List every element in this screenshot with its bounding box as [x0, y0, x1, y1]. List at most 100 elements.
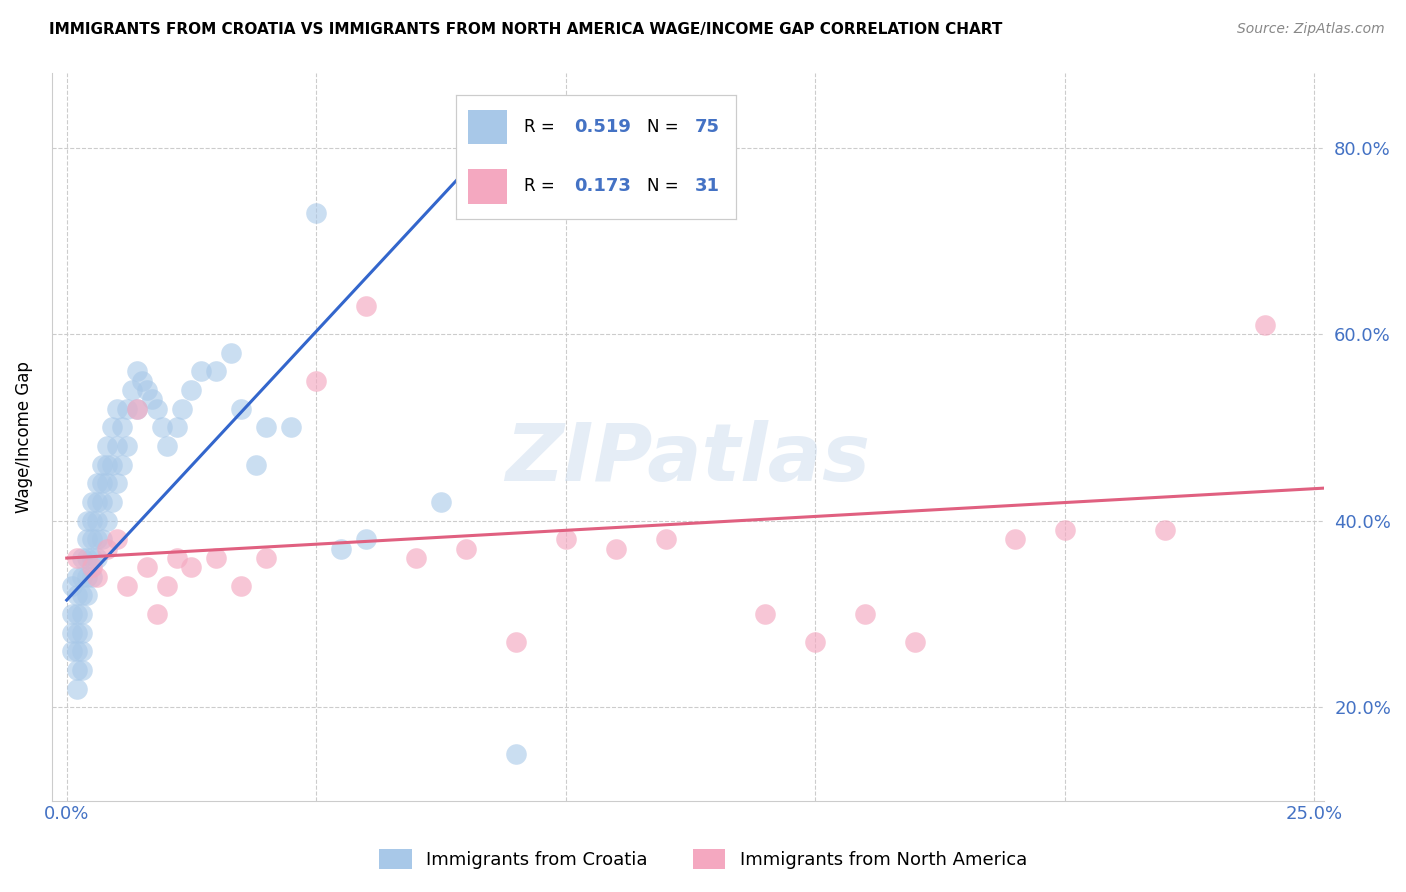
Point [150, 420, 173, 434]
Point [80, 533, 103, 547]
Point [100, 420, 122, 434]
Point [131, 374, 153, 388]
Point [70, 663, 93, 677]
Point [90, 495, 112, 509]
Point [70, 625, 93, 640]
Point [70, 644, 93, 658]
Point [1004, 533, 1026, 547]
Point [86, 533, 108, 547]
Point [70, 551, 93, 566]
Point [80, 514, 103, 528]
Point [66, 681, 89, 696]
Point [180, 383, 202, 397]
Point [853, 607, 876, 621]
Point [804, 635, 827, 649]
Point [96, 476, 118, 491]
Point [60, 579, 83, 593]
Point [100, 495, 122, 509]
Point [454, 541, 477, 556]
Point [180, 560, 202, 574]
Point [60, 644, 83, 658]
Point [205, 364, 228, 378]
Point [1253, 318, 1275, 332]
Point [86, 514, 108, 528]
Point [115, 579, 138, 593]
Point [605, 541, 627, 556]
Point [121, 383, 143, 397]
Point [754, 607, 776, 621]
Point [111, 458, 134, 472]
Point [90, 476, 112, 491]
Point [70, 570, 93, 584]
Point [205, 551, 228, 566]
Point [86, 551, 108, 566]
Point [60, 625, 83, 640]
Point [330, 541, 353, 556]
Point [66, 625, 89, 640]
Point [170, 401, 193, 416]
Point [135, 383, 157, 397]
Point [145, 607, 167, 621]
Point [66, 663, 89, 677]
Point [105, 439, 128, 453]
Point [105, 401, 128, 416]
Point [105, 533, 128, 547]
Point [96, 514, 118, 528]
Point [66, 551, 89, 566]
Point [305, 374, 328, 388]
Point [190, 364, 212, 378]
Point [66, 588, 89, 602]
Point [221, 346, 243, 360]
Point [505, 635, 527, 649]
Point [80, 570, 103, 584]
Point [141, 392, 163, 407]
Point [96, 541, 118, 556]
Point [66, 607, 89, 621]
Point [76, 570, 98, 584]
Text: IMMIGRANTS FROM CROATIA VS IMMIGRANTS FROM NORTH AMERICA WAGE/INCOME GAP CORRELA: IMMIGRANTS FROM CROATIA VS IMMIGRANTS FR… [49, 22, 1002, 37]
Point [76, 533, 98, 547]
Point [430, 495, 453, 509]
Point [115, 439, 138, 453]
Point [305, 206, 328, 220]
Point [90, 458, 112, 472]
Point [155, 439, 177, 453]
Point [125, 401, 148, 416]
Text: Source: ZipAtlas.com: Source: ZipAtlas.com [1237, 22, 1385, 37]
Y-axis label: Wage/Income Gap: Wage/Income Gap [15, 361, 32, 513]
Point [86, 476, 108, 491]
Point [904, 635, 927, 649]
Text: ZIPatlas: ZIPatlas [506, 419, 870, 498]
Point [66, 570, 89, 584]
Point [96, 439, 118, 453]
Point [111, 420, 134, 434]
Point [166, 551, 188, 566]
Point [505, 747, 527, 761]
Point [105, 476, 128, 491]
Point [135, 560, 157, 574]
Point [76, 588, 98, 602]
Legend: Immigrants from Croatia, Immigrants from North America: Immigrants from Croatia, Immigrants from… [370, 839, 1036, 879]
Point [254, 551, 277, 566]
Point [654, 533, 676, 547]
Point [76, 551, 98, 566]
Point [70, 588, 93, 602]
Point [1153, 523, 1175, 537]
Point [405, 551, 427, 566]
Point [231, 401, 253, 416]
Point [1053, 523, 1076, 537]
Point [354, 533, 377, 547]
Point [245, 458, 267, 472]
Point [80, 560, 103, 574]
Point [231, 579, 253, 593]
Point [145, 401, 167, 416]
Point [354, 299, 377, 313]
Point [70, 607, 93, 621]
Point [554, 533, 576, 547]
Point [76, 514, 98, 528]
Point [125, 364, 148, 378]
Point [166, 420, 188, 434]
Point [155, 579, 177, 593]
Point [280, 420, 302, 434]
Point [90, 533, 112, 547]
